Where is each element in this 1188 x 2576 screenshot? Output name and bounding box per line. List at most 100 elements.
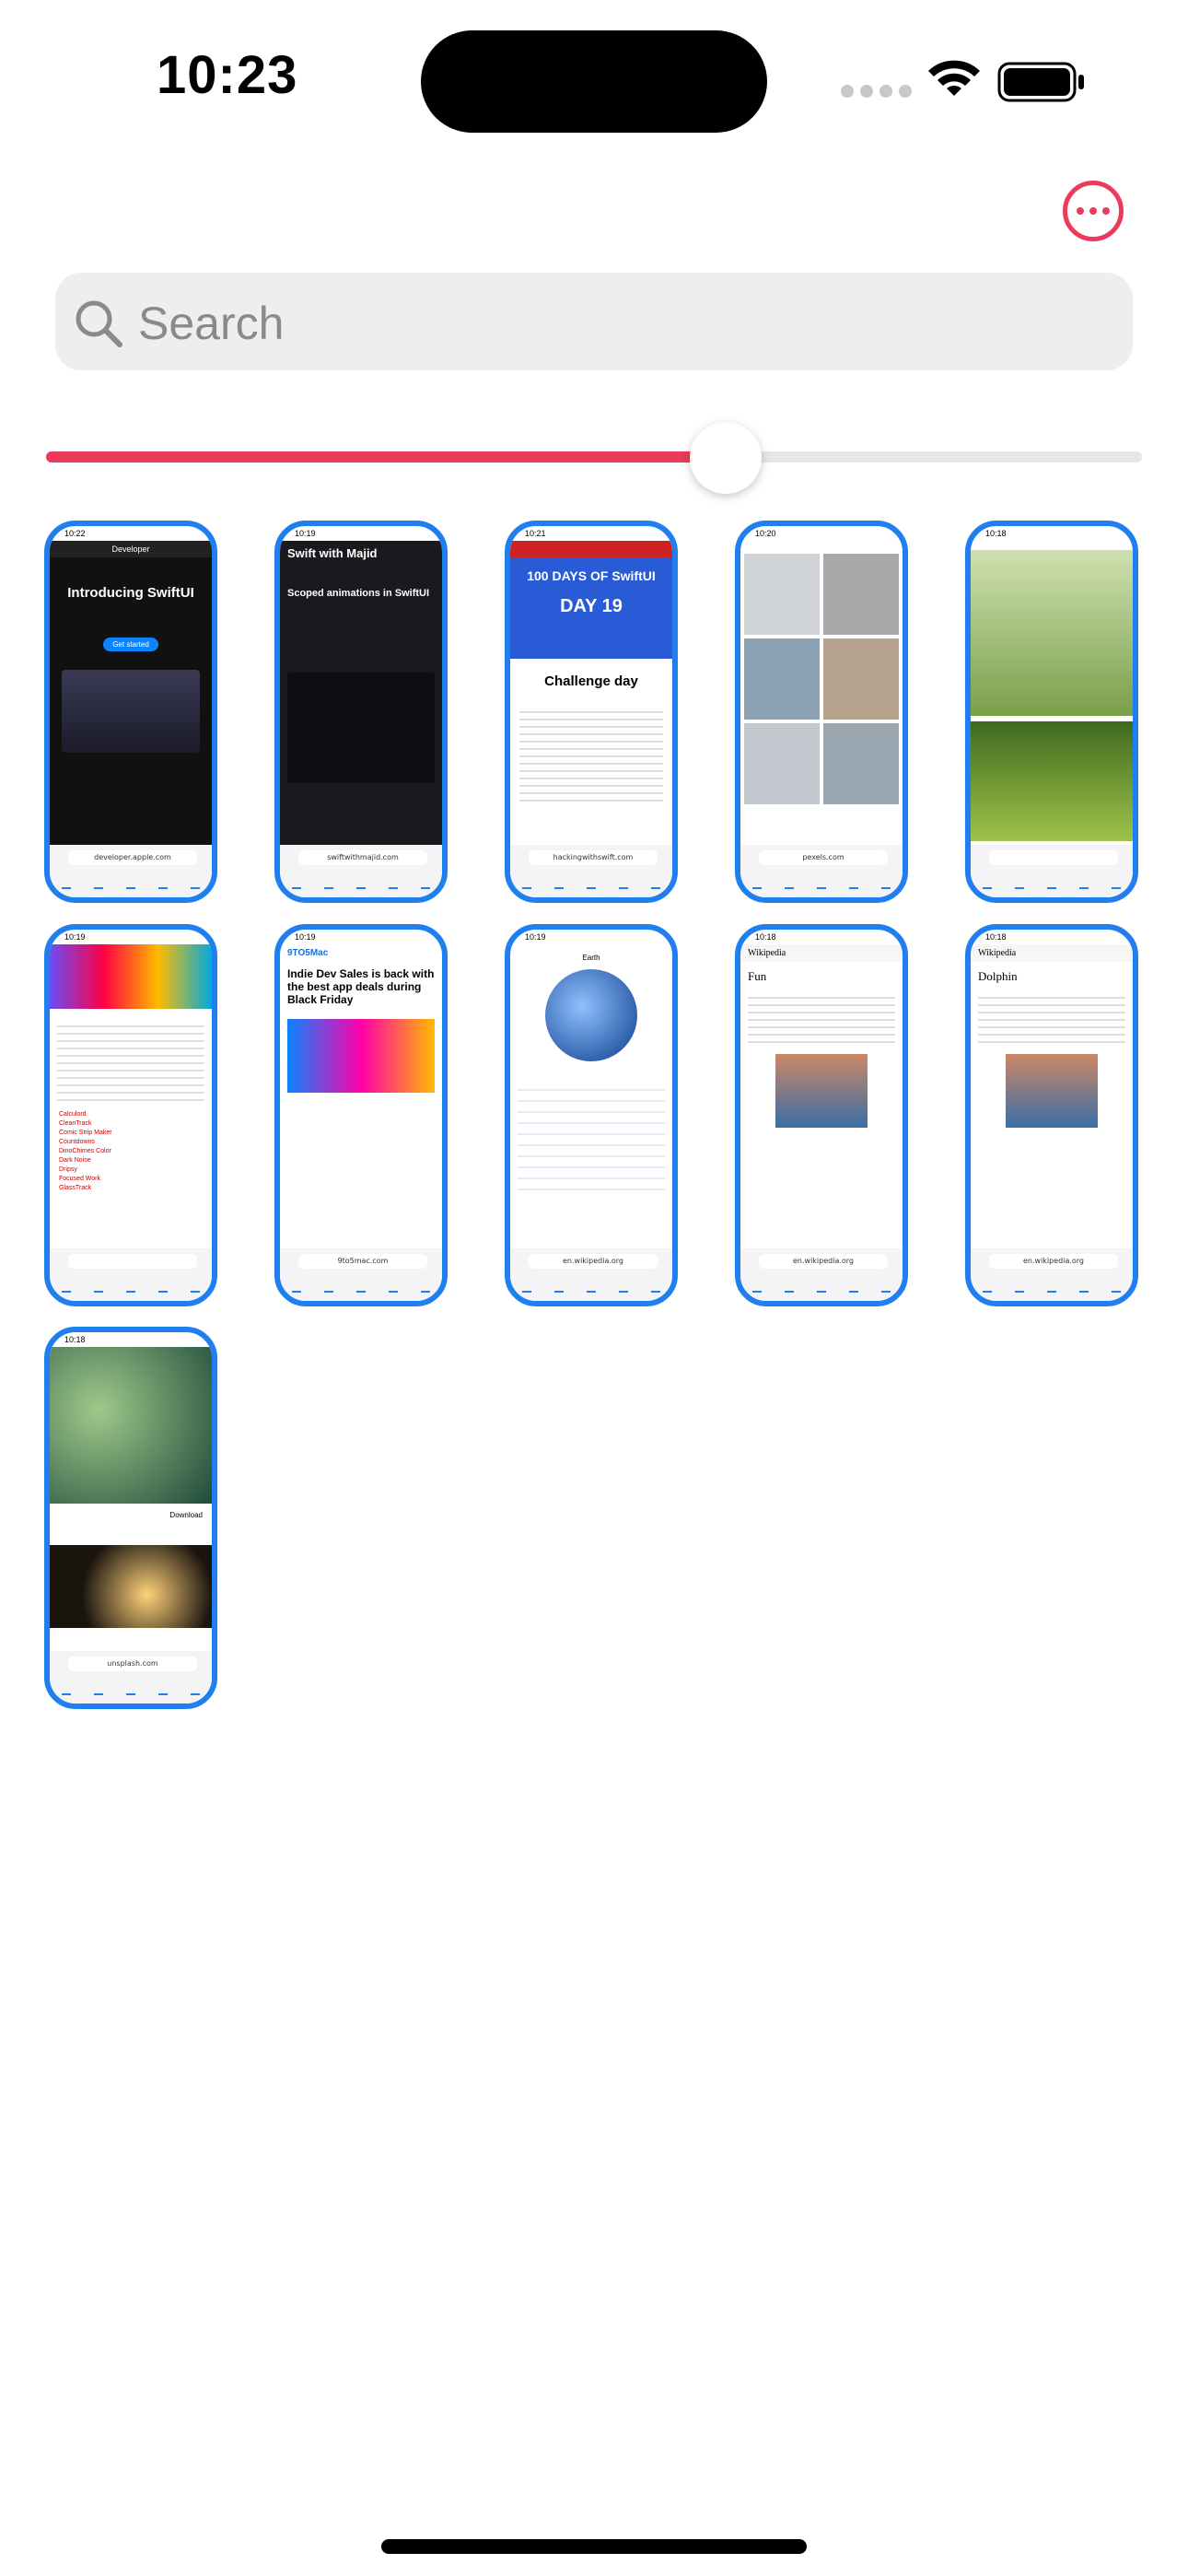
battery-icon: [997, 62, 1084, 102]
thumb-status-time: 10:18: [755, 932, 776, 942]
toolbar-icon: [158, 1688, 169, 1695]
toolbar-icon: [389, 1285, 399, 1293]
thumb-page-content: Wikipedia Fun: [740, 944, 903, 1248]
thumb-title: Dolphin: [978, 969, 1018, 983]
toolbar-icon: [619, 1285, 629, 1293]
toolbar-icon: [1079, 1285, 1089, 1293]
toolbar-icon: [158, 882, 169, 889]
thumb-status-time: 10:18: [64, 1335, 86, 1344]
thumb-page-content: 9TO5Mac Indie Dev Sales is back with the …: [280, 944, 442, 1248]
toolbar-icon: [389, 882, 399, 889]
toolbar-icon: [93, 882, 103, 889]
tab-thumbnail[interactable]: 10:18: [965, 521, 1138, 903]
thumb-sale-banner: [50, 944, 212, 1009]
thumb-page-content: Developer Introducing SwiftUI Get started: [50, 541, 212, 845]
toolbar-icon: [784, 1285, 794, 1293]
thumb-address-bar: developer.apple.com: [50, 845, 212, 872]
thumb-infobox: [518, 1080, 665, 1200]
slider-fill: [46, 451, 726, 463]
toolbar-icon: [1112, 882, 1122, 889]
toolbar-icon: [849, 882, 859, 889]
thumb-address-bar: 9to5mac.com: [280, 1248, 442, 1276]
toolbar-icon: [61, 882, 71, 889]
thumb-title: 100 DAYS OF SwiftUI: [527, 568, 656, 583]
toolbar-icon: [586, 882, 596, 889]
thumb-address-bar: unsplash.com: [50, 1651, 212, 1679]
thumb-address-bar: hackingwithswift.com: [510, 845, 672, 872]
tab-thumbnail[interactable]: 10:19 Swift with Majid Scoped animations i…: [274, 521, 448, 903]
toolbar-icon: [191, 1688, 201, 1695]
tab-thumbnail[interactable]: 10:19 Earth en.wikipedia.org: [505, 924, 678, 1306]
thumb-header: 9TO5Mac: [287, 948, 329, 958]
thumb-status-time: 10:22: [64, 529, 86, 538]
thumb-text: [519, 706, 663, 807]
magnifying-glass-icon: [76, 300, 122, 347]
size-slider[interactable]: [46, 415, 1142, 498]
thumb-photo: [744, 638, 820, 720]
thumb-link: Countdowns: [59, 1139, 95, 1145]
tab-thumbnail[interactable]: 10:21 100 DAYS OF SwiftUI DAY 19 Challenge …: [505, 521, 678, 903]
tab-thumbnail[interactable]: 10:18 Wikipedia Fun en.wikipedia.org: [735, 924, 908, 1306]
thumb-link: Calculord: [59, 1111, 87, 1118]
thumb-address-bar: [50, 1248, 212, 1276]
tab-thumbnail[interactable]: 10:19 Calculord CleanTrack Comic Strip Make…: [44, 924, 217, 1306]
tab-thumbnail[interactable]: 10:19 9TO5Mac Indie Dev Sales is back with…: [274, 924, 448, 1306]
slider-thumb[interactable]: [689, 422, 762, 494]
thumb-header: Swift with Majid: [287, 546, 378, 560]
thumb-status-time: 10:18: [985, 932, 1007, 942]
more-options-button[interactable]: [1063, 181, 1124, 241]
toolbar-icon: [521, 882, 531, 889]
thumb-page-content: [740, 541, 903, 845]
thumb-toolbar: [971, 872, 1133, 897]
thumb-header: Earth: [582, 954, 600, 962]
toolbar-icon: [521, 1285, 531, 1293]
toolbar-icon: [291, 882, 301, 889]
toolbar-icon: [553, 1285, 564, 1293]
thumb-image: [62, 670, 200, 753]
home-indicator: [381, 2539, 807, 2554]
toolbar-icon: [323, 1285, 333, 1293]
thumb-title: Scoped animations in SwiftUI: [287, 588, 430, 599]
thumb-address-bar: en.wikipedia.org: [740, 1248, 903, 1276]
toolbar-icon: [982, 882, 992, 889]
toolbar-icon: [125, 882, 135, 889]
thumb-toolbar: [740, 1276, 903, 1301]
toolbar-icon: [651, 1285, 661, 1293]
thumb-toolbar: [971, 1276, 1133, 1301]
tab-thumbnail[interactable]: 10:20 pexels.com: [735, 521, 908, 903]
toolbar-icon: [323, 882, 333, 889]
toolbar-icon: [355, 882, 366, 889]
toolbar-icon: [751, 1285, 762, 1293]
thumb-url: hackingwithswift.com: [529, 850, 658, 865]
toolbar-icon: [784, 882, 794, 889]
thumb-code-block: [287, 673, 435, 783]
thumb-link: Dripsy: [59, 1166, 77, 1173]
thumb-hero: 100 DAYS OF SwiftUI DAY 19: [510, 557, 672, 659]
toolbar-icon: [982, 1285, 992, 1293]
tab-thumbnail[interactable]: 10:22 Developer Introducing SwiftUI Get sta…: [44, 521, 217, 903]
thumb-toolbar: [280, 872, 442, 897]
thumb-heading: Challenge day: [544, 673, 638, 689]
tab-thumbnail[interactable]: 10:18 Wikipedia Dolphin en.wikipedia.org: [965, 924, 1138, 1306]
toolbar-icon: [1079, 882, 1089, 889]
search-field[interactable]: Search: [55, 273, 1133, 370]
thumb-link: CleanTrack: [59, 1120, 92, 1127]
thumb-toolbar: [50, 1276, 212, 1301]
toolbar-icon: [553, 882, 564, 889]
thumb-button: Get started: [103, 638, 158, 651]
thumb-page-content: [971, 541, 1133, 845]
thumb-status-time: 10:21: [525, 529, 546, 538]
toolbar-icon: [61, 1688, 71, 1695]
thumb-toolbar: [740, 872, 903, 897]
thumb-status-time: 10:19: [295, 932, 316, 942]
thumb-header: Wikipedia: [740, 944, 903, 962]
thumb-address-bar: en.wikipedia.org: [971, 1248, 1133, 1276]
thumb-sunset-image: [50, 1545, 212, 1628]
tab-thumbnail[interactable]: 10:18 Download unsplash.com: [44, 1327, 217, 1709]
thumb-link: DinoChimes Color: [59, 1148, 111, 1154]
thumb-toolbar: [50, 1679, 212, 1704]
thumb-page-content: Calculord CleanTrack Comic Strip Maker Coun…: [50, 944, 212, 1248]
toolbar-icon: [93, 1688, 103, 1695]
thumb-url: swiftwithmajid.com: [298, 850, 427, 865]
thumb-news-image: [287, 1019, 435, 1093]
